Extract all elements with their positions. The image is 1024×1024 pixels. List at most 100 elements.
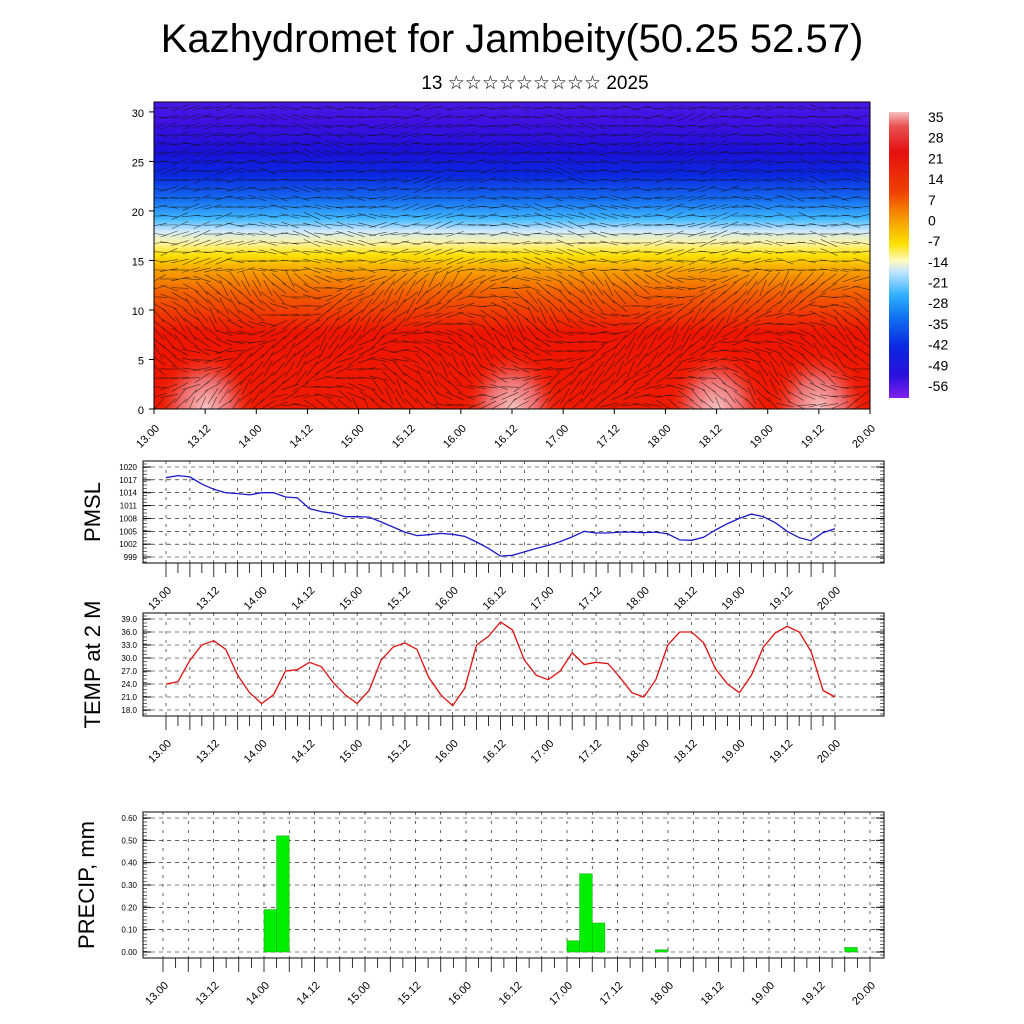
wind-streamline xyxy=(182,160,200,164)
wind-streamline xyxy=(204,267,222,273)
wind-streamline xyxy=(226,349,244,353)
wind-streamline xyxy=(600,159,618,165)
wind-streamline xyxy=(744,328,760,338)
wind-streamline xyxy=(842,178,860,182)
wind-streamline xyxy=(545,177,563,183)
wind-streamline xyxy=(559,280,571,296)
wind-streamline xyxy=(160,121,178,131)
wind-streamline xyxy=(698,377,718,379)
wind-streamline xyxy=(600,205,618,209)
wind-streamline xyxy=(754,158,772,166)
wind-streamline xyxy=(610,125,630,127)
wind-streamline xyxy=(809,402,827,408)
wind-streamline xyxy=(535,291,551,303)
colorbar-label: -21 xyxy=(928,275,948,291)
wind-streamline xyxy=(688,285,706,291)
wind-streamline xyxy=(633,169,651,173)
wind-streamline xyxy=(809,141,827,147)
wind-streamline xyxy=(556,366,574,372)
wind-streamline xyxy=(700,345,716,357)
wind-streamline xyxy=(204,366,222,372)
wind-streamline xyxy=(677,223,695,227)
wind-streamline xyxy=(314,204,332,210)
wind-streamline xyxy=(347,106,365,110)
wind-streamline xyxy=(303,106,321,110)
wind-streamline xyxy=(721,115,739,119)
wind-streamline xyxy=(351,315,361,333)
wind-streamline xyxy=(578,131,596,139)
wind-streamline xyxy=(633,205,651,209)
wind-streamline xyxy=(392,310,408,320)
wind-streamline xyxy=(655,311,673,319)
wind-streamline xyxy=(633,393,651,399)
wind-streamline xyxy=(855,317,869,331)
wind-streamline xyxy=(567,204,585,210)
wind-streamline xyxy=(571,398,583,409)
wind-streamline xyxy=(358,161,376,163)
wind-streamline xyxy=(648,333,658,351)
wind-streamline xyxy=(456,224,476,226)
wind-streamline xyxy=(765,169,783,173)
wind-streamline xyxy=(479,176,497,184)
y-tick-label: 15 xyxy=(132,256,144,268)
chart-title: Kazhydromet for Jambeity(50.25 52.57) xyxy=(160,17,864,61)
wind-streamline xyxy=(820,259,838,263)
wind-streamline xyxy=(501,151,519,155)
wind-streamline xyxy=(172,301,188,311)
wind-streamline xyxy=(665,161,685,163)
wind-streamline xyxy=(314,267,332,273)
wind-streamline xyxy=(281,383,299,391)
wind-streamline xyxy=(710,204,728,210)
wind-streamline xyxy=(428,270,438,288)
wind-streamline xyxy=(261,389,275,403)
wind-streamline xyxy=(577,170,597,172)
wind-streamline xyxy=(544,368,564,370)
wind-streamline xyxy=(842,268,860,272)
wind-streamline xyxy=(325,240,343,246)
wind-streamline xyxy=(769,360,779,378)
wind-streamline xyxy=(280,197,300,199)
wind-streamline xyxy=(787,177,805,183)
wind-streamline xyxy=(339,325,351,341)
wind-streamline xyxy=(578,311,596,319)
wind-streamline xyxy=(403,381,419,393)
wind-streamline xyxy=(545,258,563,264)
wind-streamline xyxy=(677,130,695,140)
wind-streamline xyxy=(561,397,571,409)
wind-streamline xyxy=(523,266,541,274)
wind-streamline xyxy=(765,195,783,201)
wind-streamline xyxy=(699,277,717,281)
wind-streamline xyxy=(215,358,233,362)
wind-streamline xyxy=(283,326,297,340)
wind-streamline xyxy=(556,268,574,272)
wind-streamline xyxy=(822,335,836,349)
wind-streamline xyxy=(688,268,706,272)
wind-streamline xyxy=(171,166,189,176)
wind-streamline xyxy=(744,300,760,312)
wind-streamline xyxy=(759,279,767,297)
wind-streamline xyxy=(402,222,420,228)
x-tick-label: 18.12 xyxy=(672,738,700,766)
wind-streamline xyxy=(811,353,825,367)
wind-streamline xyxy=(325,178,343,182)
x-tick-label: 17.00 xyxy=(543,423,571,451)
wind-streamline xyxy=(372,316,384,332)
wind-streamline xyxy=(489,125,509,127)
wind-streamline xyxy=(182,256,200,266)
wind-streamline xyxy=(611,250,629,254)
wind-streamline xyxy=(292,122,310,130)
wind-streamline xyxy=(578,223,596,227)
wind-streamline xyxy=(797,269,817,271)
wind-streamline xyxy=(813,342,823,360)
wind-streamline xyxy=(347,392,365,400)
wind-streamline xyxy=(779,289,791,305)
wind-streamline xyxy=(721,132,739,138)
wind-streamline xyxy=(712,290,726,304)
wind-streamline xyxy=(710,275,728,283)
wind-streamline xyxy=(688,203,706,211)
wind-streamline xyxy=(753,116,773,118)
wind-streamline xyxy=(534,276,552,282)
wind-streamline xyxy=(743,214,761,218)
wind-streamline xyxy=(303,258,321,264)
y-tick-label: 18.0 xyxy=(121,706,137,715)
